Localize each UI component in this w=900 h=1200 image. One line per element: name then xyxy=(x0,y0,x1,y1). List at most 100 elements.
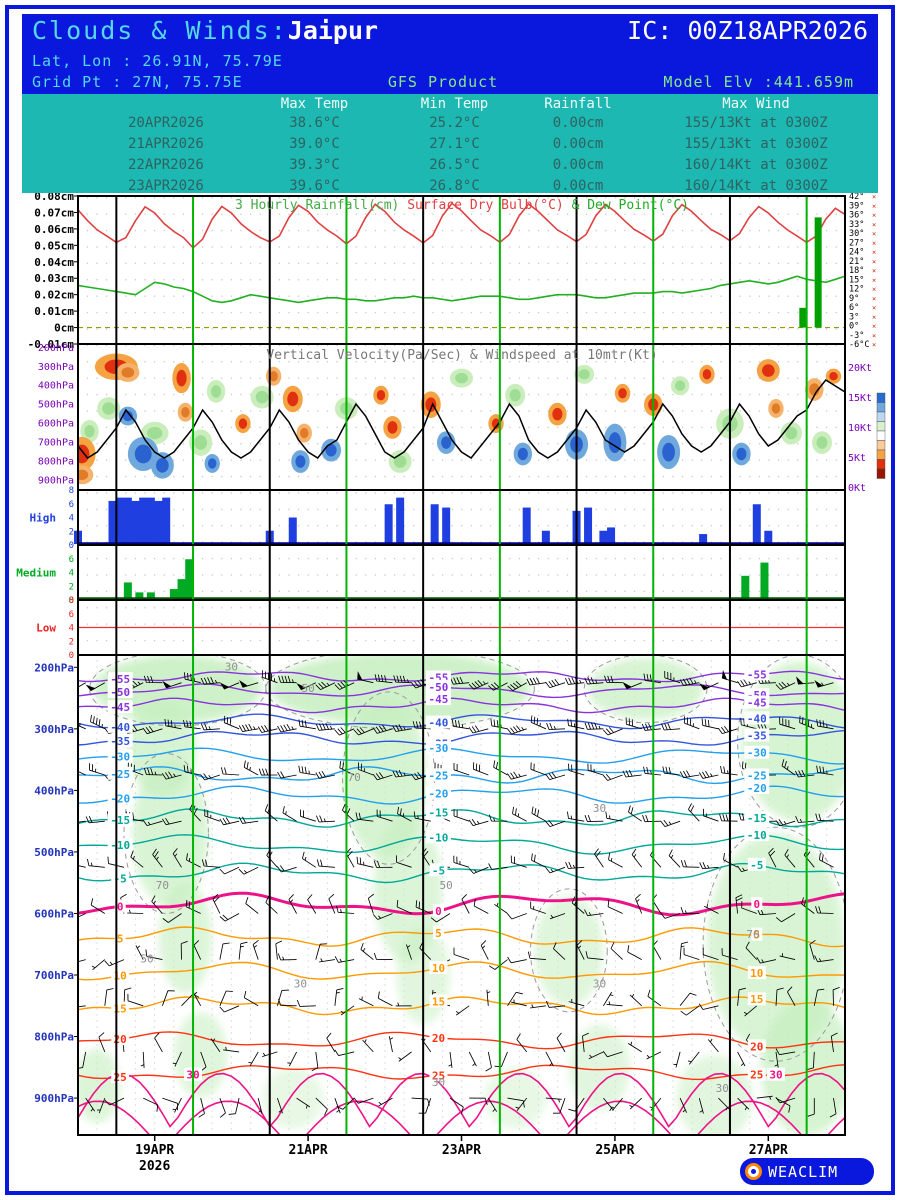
wind-barb xyxy=(219,817,240,826)
wind-barb xyxy=(397,806,412,822)
wind-barb xyxy=(245,896,259,914)
wind-barb xyxy=(127,762,144,776)
wind-barb xyxy=(687,1051,700,1065)
vv-colorbar-segment xyxy=(876,430,886,441)
wind-barb xyxy=(468,725,489,734)
svg-text:-0.01cm: -0.01cm xyxy=(28,338,75,351)
wind-barb xyxy=(813,988,825,1006)
product-label: GFS Product xyxy=(387,73,499,91)
wind-barb xyxy=(453,763,470,776)
wind-barb xyxy=(78,1005,86,1008)
wind-barb xyxy=(809,939,816,960)
wind-barb xyxy=(140,1051,145,1068)
wind-barb xyxy=(374,674,393,684)
svg-text:8: 8 xyxy=(69,596,74,606)
temp-contour xyxy=(78,1100,845,1135)
wind-barb xyxy=(775,681,796,690)
wind-barb xyxy=(162,990,175,1006)
contour-label: -20 xyxy=(429,787,449,800)
contour-label: 15 xyxy=(750,993,763,1006)
temp-contour xyxy=(78,834,845,855)
contour-label: -50 xyxy=(110,686,130,699)
medium-cloud-bar xyxy=(123,582,132,599)
wind-barb xyxy=(448,1051,453,1068)
svg-text:0.07cm: 0.07cm xyxy=(34,206,74,219)
svg-text:0.06cm: 0.06cm xyxy=(34,223,74,236)
vv-colorbar-segment xyxy=(876,468,886,479)
contour-label: -40 xyxy=(429,717,449,730)
wind-barb xyxy=(668,849,681,868)
vv-colorbar-segment xyxy=(876,449,886,460)
wind-barb xyxy=(584,814,604,823)
summary-value: 26.8°C xyxy=(429,177,480,194)
wind-barb xyxy=(238,941,248,960)
wind-barb xyxy=(661,723,681,731)
svg-text:800hPa: 800hPa xyxy=(38,457,74,468)
svg-text:0.04cm: 0.04cm xyxy=(34,256,74,269)
wind-barb xyxy=(603,991,614,1007)
wind-barb xyxy=(628,805,642,822)
wind-barb xyxy=(602,773,623,781)
wind-barb xyxy=(545,866,566,874)
wind-barb xyxy=(299,809,316,822)
svg-text:-6°C: -6°C xyxy=(849,340,869,350)
wind-barb xyxy=(507,725,527,735)
contour-label: -35 xyxy=(747,730,767,743)
wind-barb xyxy=(315,770,335,779)
wind-barb xyxy=(340,1005,355,1016)
humidity-label: 30 xyxy=(593,802,606,815)
contour-label: -30 xyxy=(110,751,130,764)
wind-barb xyxy=(449,1097,464,1114)
axes: 0.08cm 0.07cm 0.06cm 0.05cm 0.04cm 0.03cm 0.02… xyxy=(16,190,886,1174)
contour-label: -50 xyxy=(429,681,449,694)
summary-value: 155/13Kt at 0300Z xyxy=(684,114,828,131)
svg-text:4: 4 xyxy=(69,514,74,524)
wind-barb xyxy=(210,1038,221,1053)
wind-barb xyxy=(584,909,604,917)
wind-barb xyxy=(680,906,700,915)
wind-barb xyxy=(172,1097,182,1113)
wind-barb xyxy=(698,770,719,779)
contour-label: -30 xyxy=(747,747,767,760)
wind-barb xyxy=(388,1036,394,1052)
temp-contour xyxy=(78,1064,845,1081)
svg-text:×: × xyxy=(872,202,876,210)
wind-barb xyxy=(372,724,393,734)
temp-contour xyxy=(78,891,845,917)
wind-barb xyxy=(315,1097,328,1116)
wind-barb xyxy=(756,956,777,964)
wind-barb xyxy=(278,998,297,1007)
svg-text:400hPa: 400hPa xyxy=(38,381,74,392)
wind-barb xyxy=(775,1048,796,1056)
wind-barb xyxy=(584,677,604,685)
wind-barb xyxy=(151,895,163,914)
wind-barb xyxy=(660,819,681,828)
wind-barb xyxy=(529,1004,546,1009)
high-cloud-bar xyxy=(131,500,140,544)
svg-text:27°: 27° xyxy=(849,238,864,248)
wind-barb xyxy=(461,894,470,914)
svg-text:-3°: -3° xyxy=(849,331,864,341)
svg-text:6: 6 xyxy=(69,555,74,565)
wind-barb xyxy=(326,1032,336,1053)
svg-text:0°: 0° xyxy=(849,322,859,332)
wind-barb xyxy=(806,1051,815,1071)
svg-text:×: × xyxy=(872,221,876,229)
svg-text:6°: 6° xyxy=(849,303,859,313)
svg-text:15Kt: 15Kt xyxy=(848,393,872,404)
wind-barb xyxy=(78,1051,87,1069)
summary-row: 20APR2026 38.6°C 25.2°C 0.00cm 155/13Kt at 0… xyxy=(22,112,878,133)
wind-barb xyxy=(398,1051,412,1062)
cloud-band-label: Medium xyxy=(16,567,56,580)
contour-label: -55 xyxy=(110,673,130,686)
vv-colorbar-segment xyxy=(876,421,886,432)
wind-barb xyxy=(220,767,240,776)
dew-point-line xyxy=(78,275,845,304)
wind-barb xyxy=(86,858,105,868)
wind-barb xyxy=(200,676,220,685)
high-cloud-bar xyxy=(541,530,550,544)
wind-barb xyxy=(664,670,681,684)
contour-label: 15 xyxy=(432,995,445,1008)
wind-barb xyxy=(607,899,623,914)
svg-text:×: × xyxy=(872,258,876,266)
